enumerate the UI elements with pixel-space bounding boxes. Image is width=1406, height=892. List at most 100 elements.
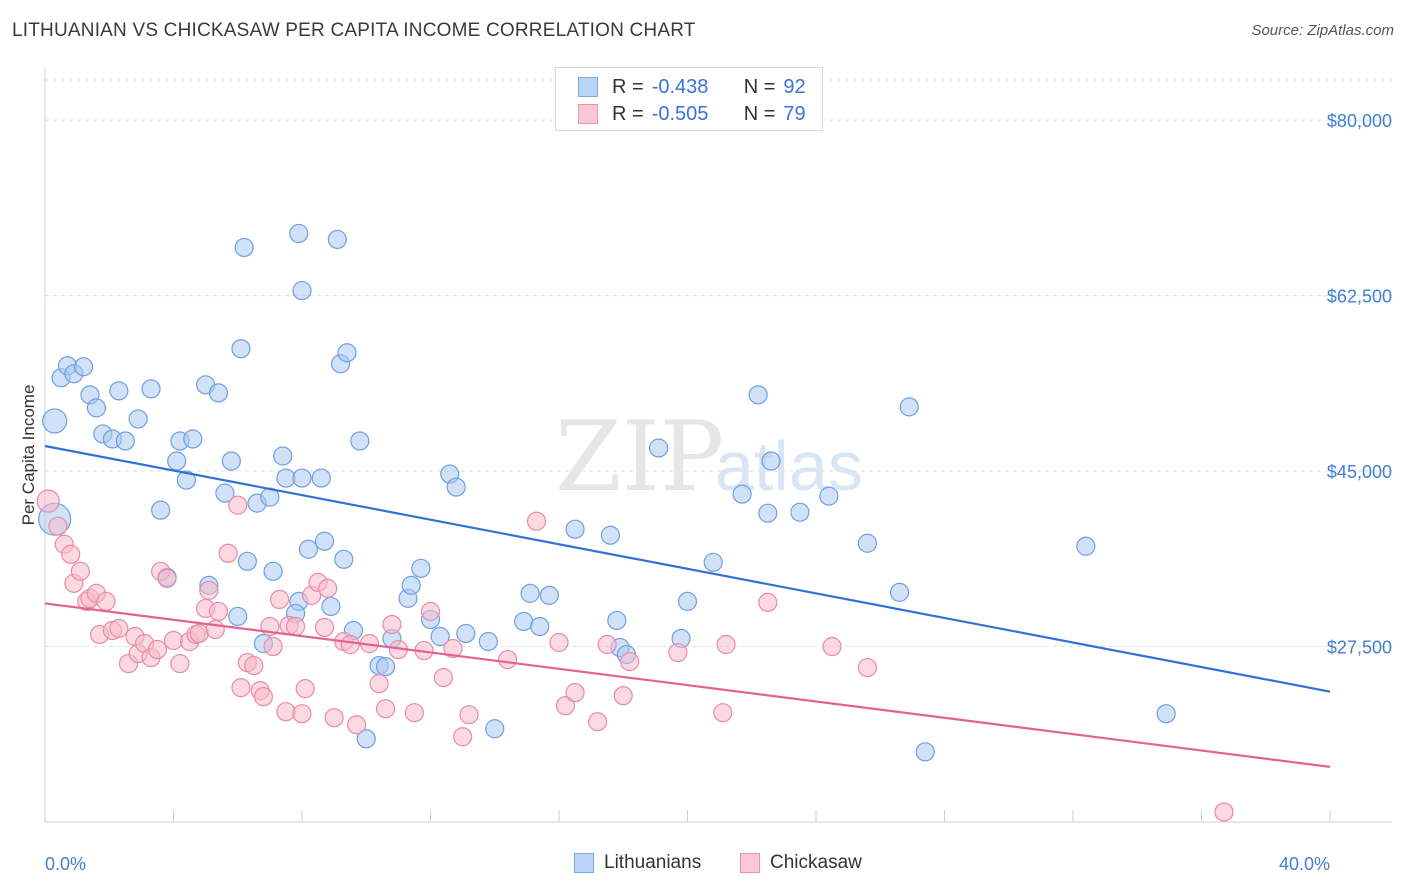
- data-point: [183, 429, 203, 449]
- data-point: [163, 630, 184, 651]
- data-point: [292, 468, 312, 488]
- source-credit: Source: ZipAtlas.com: [1251, 22, 1394, 39]
- data-point: [555, 696, 576, 716]
- data-point: [234, 237, 254, 258]
- data-point: [526, 511, 547, 531]
- data-point: [221, 451, 241, 471]
- data-point: [292, 280, 312, 301]
- data-point: [433, 668, 453, 688]
- data-point: [324, 708, 344, 728]
- data-point: [758, 592, 778, 613]
- data-point: [1214, 802, 1234, 822]
- data-point: [485, 719, 505, 739]
- legend-row-lithuanians: R = -0.438 N = 92: [578, 74, 806, 100]
- data-point: [382, 614, 402, 635]
- data-point: [218, 543, 238, 563]
- data-point: [530, 616, 550, 637]
- data-point: [269, 589, 290, 610]
- data-point: [597, 634, 617, 655]
- data-point: [703, 552, 723, 572]
- data-point: [244, 655, 264, 676]
- data-point: [899, 397, 919, 417]
- data-point: [263, 636, 283, 657]
- x-tick-label: 40.0%: [1279, 854, 1330, 874]
- data-point: [292, 704, 312, 724]
- series-legend: Lithuanians Chickasaw: [0, 852, 1406, 878]
- legend-r-label: R =: [612, 102, 644, 125]
- data-point: [327, 229, 347, 250]
- data-point: [498, 649, 518, 670]
- data-point: [375, 699, 396, 719]
- data-point: [889, 582, 910, 602]
- data-point: [404, 703, 425, 723]
- data-point: [748, 385, 768, 405]
- data-point: [295, 679, 315, 699]
- trend-line: [44, 602, 1331, 768]
- data-point: [237, 551, 257, 571]
- data-point: [565, 683, 585, 703]
- data-point: [86, 398, 107, 418]
- watermark: ZIP atlas: [555, 401, 863, 513]
- data-point: [318, 578, 338, 598]
- data-point: [334, 549, 354, 569]
- data-point: [822, 636, 842, 657]
- data-point: [443, 638, 463, 659]
- data-point: [36, 489, 60, 513]
- legend-swatch-blue: [574, 853, 594, 873]
- data-point: [253, 687, 274, 707]
- data-point: [716, 634, 736, 655]
- data-point: [478, 631, 498, 652]
- legend-n-value: 79: [783, 102, 806, 125]
- legend-r-value: -0.505: [651, 102, 709, 125]
- data-point: [375, 656, 396, 677]
- data-point: [298, 539, 319, 559]
- data-point: [96, 591, 116, 612]
- legend-item-chickasaw[interactable]: Chickasaw: [740, 852, 862, 874]
- x-tick-label: 0.0%: [45, 854, 86, 874]
- data-point: [263, 561, 283, 581]
- data-point: [337, 343, 357, 363]
- data-point: [61, 544, 81, 564]
- legend-item-lithuanians[interactable]: Lithuanians: [574, 852, 701, 874]
- data-point: [340, 634, 360, 655]
- watermark-zip: ZIP: [555, 401, 724, 513]
- legend-swatch-pink: [578, 104, 598, 124]
- data-point: [648, 438, 669, 458]
- data-point: [539, 585, 559, 605]
- data-point: [420, 601, 441, 622]
- data-point: [128, 409, 148, 429]
- data-point: [289, 223, 309, 244]
- data-point: [170, 653, 190, 674]
- data-point: [607, 610, 627, 631]
- legend-row-chickasaw: R = -0.505 N = 79: [578, 101, 806, 127]
- data-point: [1156, 704, 1176, 724]
- trend-line: [44, 444, 1331, 693]
- legend-n-label: N =: [743, 102, 776, 125]
- y-tick-label: $62,500: [1327, 287, 1392, 307]
- data-point: [228, 606, 248, 627]
- data-point: [459, 705, 479, 725]
- legend-label: Lithuanians: [604, 852, 702, 873]
- data-point: [208, 383, 229, 403]
- data-point: [147, 639, 168, 660]
- data-point: [1076, 536, 1096, 556]
- data-point: [668, 642, 688, 663]
- data-point: [819, 486, 839, 506]
- data-point: [285, 616, 306, 637]
- legend-swatch-pink: [740, 853, 760, 873]
- y-tick-label: $45,000: [1327, 462, 1392, 482]
- data-point: [273, 446, 293, 466]
- data-point: [446, 477, 466, 497]
- y-tick-label: $80,000: [1327, 111, 1392, 131]
- series-chickasaw: [36, 489, 1234, 822]
- data-point: [369, 674, 389, 694]
- data-point: [109, 381, 129, 401]
- data-point: [208, 601, 229, 622]
- data-point: [151, 500, 171, 520]
- legend-label: Chickasaw: [770, 852, 862, 873]
- data-point: [520, 583, 540, 603]
- data-point: [314, 617, 335, 638]
- data-point: [231, 678, 251, 698]
- data-point: [514, 611, 534, 632]
- data-point: [199, 580, 219, 600]
